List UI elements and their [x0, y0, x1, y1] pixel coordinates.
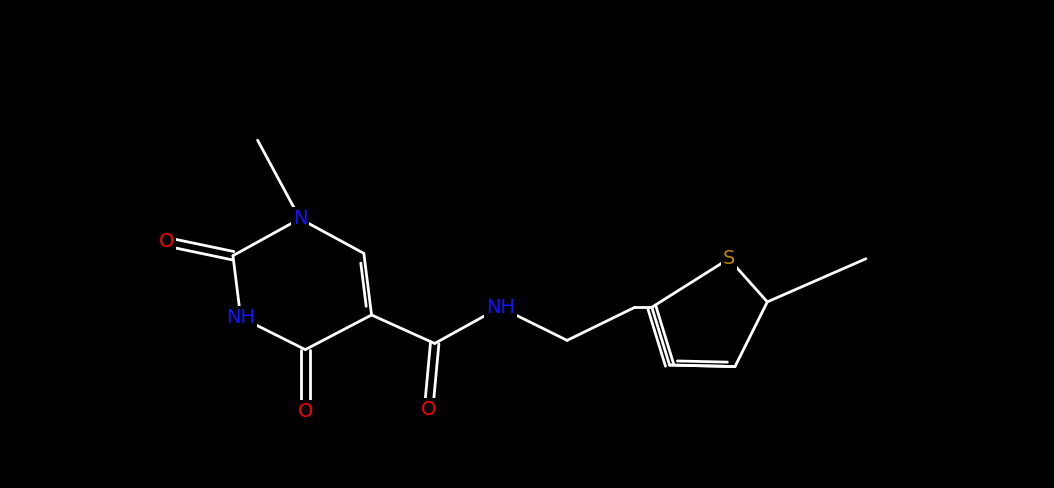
Text: NH: NH: [486, 298, 514, 317]
Text: O: O: [297, 402, 313, 421]
Text: NH: NH: [227, 308, 255, 327]
Text: O: O: [421, 400, 436, 419]
Text: O: O: [159, 232, 174, 251]
Text: N: N: [293, 209, 307, 228]
Text: S: S: [723, 249, 735, 268]
